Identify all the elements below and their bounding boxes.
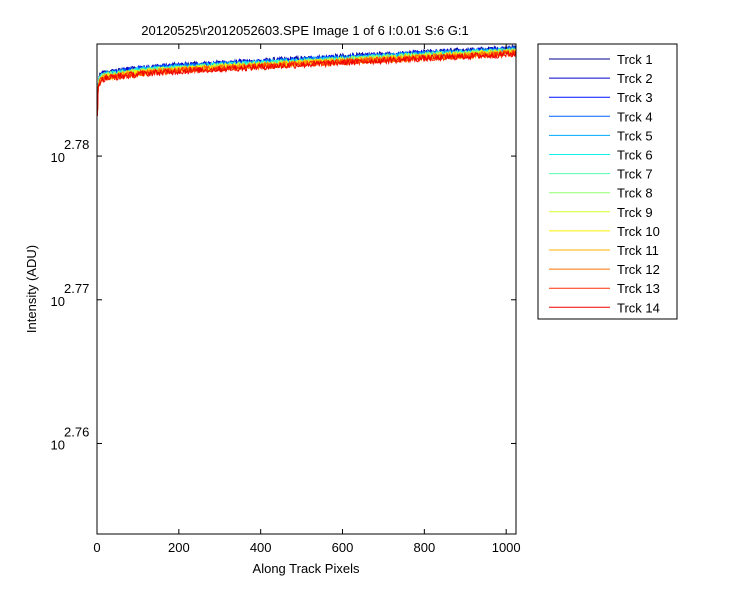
plot-area (97, 44, 516, 534)
y-axis-label: Intensity (ADU) (24, 245, 39, 333)
legend-label: Trck 2 (617, 71, 653, 86)
legend: Trck 1 Trck 2 Trck 3 Trck 4 Trck 5 Trck 6 Trck… (537, 43, 678, 320)
y-tick-exponent: 2.76 (64, 424, 89, 439)
legend-label: Trck 14 (617, 300, 660, 315)
legend-label: Trck 8 (617, 186, 653, 201)
legend-label: Trck 5 (617, 128, 653, 143)
legend-label: Trck 9 (617, 205, 653, 220)
series-line-trck-14 (96, 49, 517, 116)
chart-title: 20120525\r2012052603.SPE Image 1 of 6 I:… (141, 23, 468, 38)
x-tick-label: 0 (93, 540, 100, 555)
legend-label: Trck 4 (617, 109, 653, 124)
y-tick-base: 10 (51, 150, 65, 165)
legend-label: Trck 11 (617, 243, 659, 258)
plot-frame (96, 43, 517, 535)
series-lines (96, 43, 517, 116)
x-tick-label: 800 (413, 540, 435, 555)
legend-label: Trck 6 (617, 148, 653, 163)
legend-label: Trck 3 (617, 90, 653, 105)
x-tick-label: 1000 (492, 540, 521, 555)
y-tick-exponent: 2.77 (64, 281, 89, 296)
legend-label: Trck 1 (617, 52, 653, 67)
legend-label: Trck 10 (617, 224, 660, 239)
y-tick-exponent: 2.78 (64, 137, 89, 152)
y-tick-base: 10 (51, 294, 65, 309)
x-tick-label: 600 (332, 540, 354, 555)
x-tick-label: 400 (250, 540, 272, 555)
legend-label: Trck 13 (617, 281, 660, 296)
legend-label: Trck 12 (617, 262, 660, 277)
x-axis-label: Along Track Pixels (253, 561, 360, 576)
x-axis-ticks: 0 200 400 600 800 1000 (93, 44, 521, 555)
legend-label: Trck 7 (617, 167, 653, 182)
y-tick-base: 10 (51, 437, 65, 452)
legend-box (537, 43, 678, 320)
x-tick-label: 200 (168, 540, 190, 555)
